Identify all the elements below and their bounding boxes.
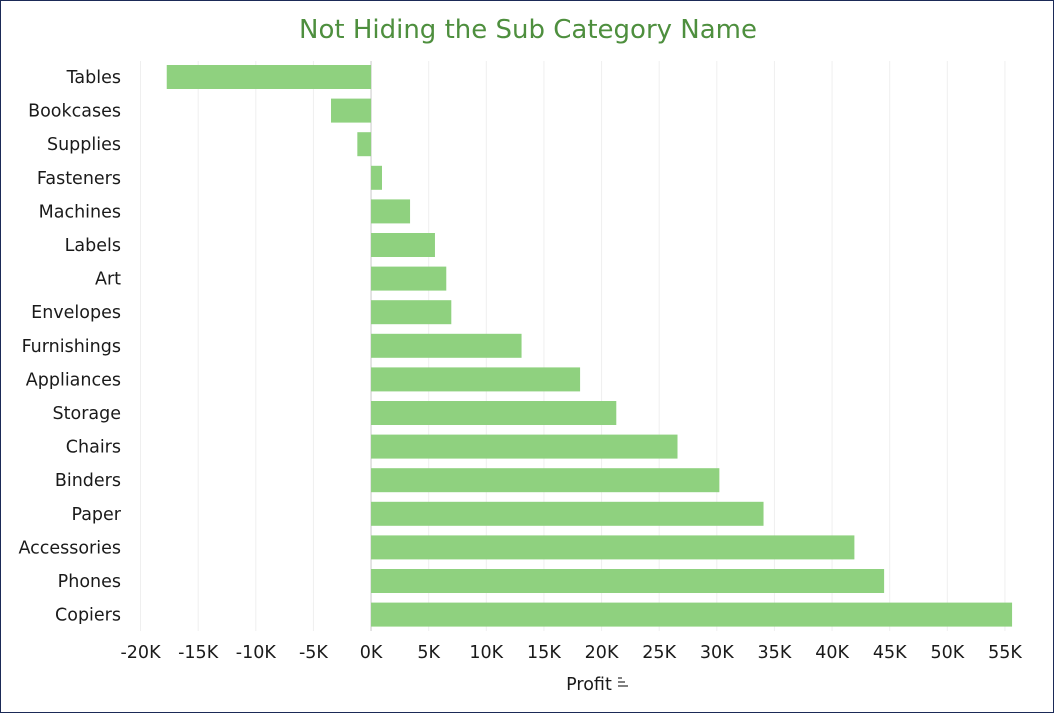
bar-accessories[interactable] — [371, 535, 855, 560]
category-label: Machines — [39, 202, 121, 222]
bar-appliances[interactable] — [371, 367, 581, 392]
x-tick-label: 20K — [585, 643, 619, 663]
bar-paper[interactable] — [371, 501, 764, 526]
x-tick-label: 55K — [988, 643, 1022, 663]
x-tick-label: 10K — [469, 643, 503, 663]
x-tick-label: 5K — [417, 643, 440, 663]
bar-envelopes[interactable] — [371, 300, 452, 325]
category-label: Accessories — [18, 538, 121, 558]
bars — [166, 65, 1013, 627]
category-label: Paper — [71, 505, 121, 525]
bar-storage[interactable] — [371, 401, 617, 425]
x-tick-label: 25K — [642, 643, 676, 663]
category-label: Fasteners — [37, 169, 121, 189]
bar-machines[interactable] — [371, 199, 411, 224]
x-tick-label: -20K — [120, 643, 161, 663]
bar-fasteners[interactable] — [371, 165, 382, 190]
bar-binders[interactable] — [371, 468, 720, 493]
x-axis-title: Profit — [566, 675, 612, 695]
bar-furnishings[interactable] — [371, 333, 522, 358]
x-tick-label: 50K — [930, 643, 964, 663]
bar-chairs[interactable] — [371, 434, 678, 459]
category-label: Furnishings — [22, 337, 121, 357]
category-label: Copiers — [55, 606, 121, 626]
category-labels: Tables Bookcases Supplies Fasteners Machines… — [18, 68, 121, 626]
bar-bookcases[interactable] — [331, 98, 372, 123]
bar-copiers[interactable] — [371, 602, 1013, 627]
x-tick-label: 15K — [527, 643, 561, 663]
x-axis-ticks: -20K -15K -10K -5K 0K 5K 10K 15K 20K 25K 30K 35K 40K… — [120, 643, 1022, 663]
chart-title: Not Hiding the Sub Category Name — [299, 15, 757, 45]
category-label: Art — [95, 270, 121, 290]
bar-phones[interactable] — [371, 569, 885, 593]
x-tick-label: -10K — [236, 643, 277, 663]
bar-labels[interactable] — [371, 233, 435, 257]
bar-supplies[interactable] — [357, 132, 372, 157]
category-label: Appliances — [26, 370, 121, 390]
x-tick-label: 40K — [815, 643, 849, 663]
category-label: Storage — [53, 404, 121, 424]
category-label: Bookcases — [28, 102, 121, 122]
sort-descending-icon[interactable] — [618, 677, 628, 687]
category-label: Labels — [65, 236, 121, 256]
category-label: Envelopes — [31, 303, 121, 323]
x-tick-label: -15K — [178, 643, 219, 663]
x-axis-title-group: Profit — [566, 675, 628, 695]
category-label: Chairs — [66, 438, 121, 458]
x-tick-label: 35K — [758, 643, 792, 663]
bar-tables[interactable] — [166, 65, 372, 89]
x-tick-label: 30K — [700, 643, 734, 663]
x-tick-label: 45K — [873, 643, 907, 663]
x-tick-label: -5K — [299, 643, 328, 663]
x-tick-label: 0K — [360, 643, 383, 663]
category-label: Supplies — [47, 135, 121, 155]
category-label: Tables — [66, 68, 121, 88]
category-label: Phones — [58, 572, 121, 592]
category-label: Binders — [55, 471, 121, 491]
bar-art[interactable] — [371, 266, 447, 291]
